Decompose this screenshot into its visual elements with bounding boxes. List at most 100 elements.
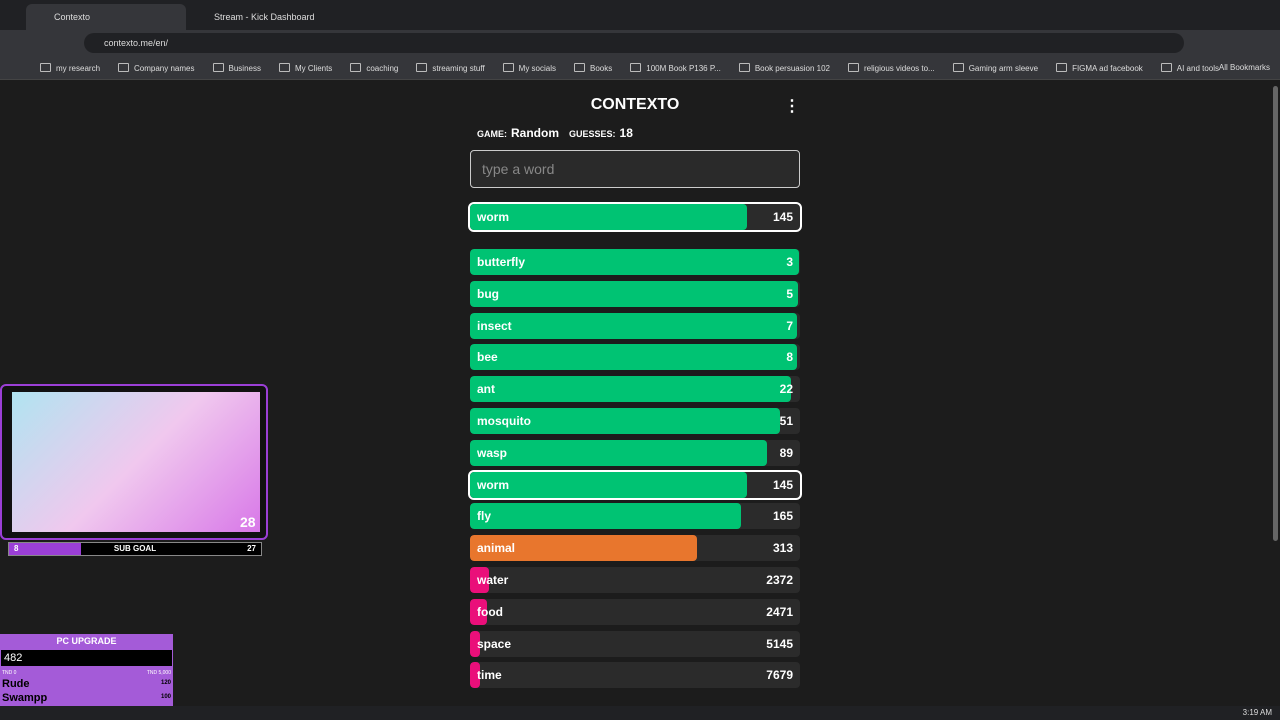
address-bar[interactable]: contexto.me/en/: [84, 33, 1184, 53]
guess-rank: 165: [772, 509, 793, 524]
guess-word: worm: [477, 477, 510, 492]
bookmark[interactable]: My socials: [503, 63, 556, 73]
tab[interactable]: Stream - Kick Dashboard: [214, 12, 315, 22]
guess-rank: 89: [779, 445, 793, 460]
guess-word: butterfly: [477, 255, 525, 269]
rank-bar: [470, 376, 792, 403]
sub-goal-label: SUB GOAL: [113, 544, 157, 553]
guess-row: mosquito 51: [470, 408, 800, 434]
guess-word: wasp: [477, 445, 508, 460]
guess-word: insect: [477, 318, 512, 333]
sub-goal-target: 27: [247, 544, 256, 553]
rank-bar: [470, 249, 799, 275]
leader-name: Rude: [2, 678, 30, 690]
leader-amount: 100: [160, 694, 171, 700]
guess-row: fly 165: [470, 503, 800, 530]
guess-word: animal: [477, 541, 516, 556]
menu-button[interactable]: ⋮: [784, 98, 800, 115]
guess-rank: 22: [779, 382, 793, 397]
bookmark[interactable]: streaming stuff: [416, 63, 484, 73]
guess-rank: 51: [779, 414, 793, 428]
rank-bar: [470, 662, 480, 689]
guess-row: butterfly 3: [470, 249, 800, 275]
bookmark[interactable]: Book persuasion 102: [739, 63, 830, 73]
guess-rank: 7: [786, 318, 793, 333]
game-info: GAME: Random GUESSES: 18: [477, 126, 633, 140]
guess-row: food 2471: [470, 598, 800, 625]
guess-row: time 7679: [470, 662, 800, 689]
guess-word: time: [477, 668, 502, 683]
taskbar: 3:19 AM: [0, 706, 1280, 720]
guess-word: food: [477, 604, 503, 619]
bookmark[interactable]: 100M Book P136 P...: [630, 63, 721, 73]
clock: 3:19 AM: [1242, 708, 1272, 717]
bookmarks-bar: my research Company names Business My Clien…: [0, 56, 1280, 80]
bookmark[interactable]: religious videos to...: [848, 63, 935, 73]
guess-rank: 2372: [766, 573, 793, 587]
guess-word: ant: [477, 382, 495, 397]
guess-rank: 145: [772, 477, 793, 492]
rank-bar: [470, 312, 798, 339]
bookmark[interactable]: coaching: [350, 63, 398, 73]
widget-min: TND 0: [2, 670, 17, 676]
widget-max: TND 5,000: [146, 670, 171, 676]
guess-word: worm: [477, 210, 510, 224]
guess-rank: 313: [772, 541, 793, 556]
progress: [9, 543, 81, 555]
bookmark[interactable]: My Clients: [279, 63, 332, 73]
webcam: [12, 392, 260, 532]
guess-row: water 2372: [470, 567, 800, 593]
badge: 28: [240, 514, 256, 530]
guess-rank: 3: [786, 255, 793, 269]
widget-title: PC UPGRADE: [56, 636, 117, 646]
rank-bar: [470, 503, 741, 530]
guess-row: space 5145: [470, 630, 800, 657]
guess-word: fly: [477, 509, 492, 524]
widget-amount: 482: [1, 650, 172, 666]
leader-amount: 120: [160, 680, 171, 686]
bookmark[interactable]: FIGMA ad facebook: [1056, 63, 1143, 73]
rank-bar: [470, 535, 697, 562]
guess-word: water: [477, 573, 509, 587]
word-input[interactable]: type a word: [470, 150, 800, 188]
guess-row: ant 22: [470, 376, 800, 403]
rank-bar: [470, 567, 490, 593]
guess-rank: 145: [772, 210, 793, 224]
rank-bar: [470, 439, 767, 466]
leader-row: Swampp 100: [2, 692, 171, 706]
rank-bar: [470, 204, 748, 230]
guess-rank: 7679: [766, 668, 793, 683]
rank-bar: [470, 280, 799, 307]
rank-bar: [470, 598, 487, 625]
rank-bar: [470, 471, 748, 498]
bookmark[interactable]: Business: [213, 63, 261, 73]
guesses-count: 18: [619, 126, 633, 140]
tab[interactable]: Contexto: [26, 4, 186, 30]
game-label: GAME:: [477, 129, 507, 139]
guess-word: mosquito: [477, 414, 531, 428]
rank-bar: [470, 344, 797, 371]
guess-rank: 2471: [766, 604, 793, 619]
bookmark[interactable]: AI and tools: [1161, 63, 1219, 73]
bookmark[interactable]: Company names: [118, 63, 194, 73]
guess-row: bug 5: [470, 280, 800, 307]
bookmark[interactable]: Books: [574, 63, 612, 73]
bookmark[interactable]: my research: [40, 63, 100, 73]
guess-rank: 5: [786, 286, 793, 301]
guesses-label: GUESSES:: [569, 129, 616, 139]
guess-word: space: [477, 636, 512, 651]
bookmark[interactable]: Gaming arm sleeve: [953, 63, 1038, 73]
all-bookmarks[interactable]: All Bookmarks: [1218, 63, 1270, 72]
guess-word: bug: [477, 286, 499, 301]
guess-row: bee 8: [470, 344, 800, 371]
sub-goal-bar: 8 SUB GOAL 27: [8, 542, 262, 556]
leader-row: Rude 120: [2, 678, 171, 692]
leader-name: Swampp: [2, 692, 48, 704]
tab-bar: Contexto Stream - Kick Dashboard: [0, 0, 1280, 30]
sub-goal-current: 8: [14, 544, 19, 553]
rank-bar: [470, 630, 480, 657]
guess-word: bee: [477, 350, 498, 365]
guess-row: worm 145: [468, 469, 802, 500]
guess-rank: 5145: [766, 636, 793, 651]
